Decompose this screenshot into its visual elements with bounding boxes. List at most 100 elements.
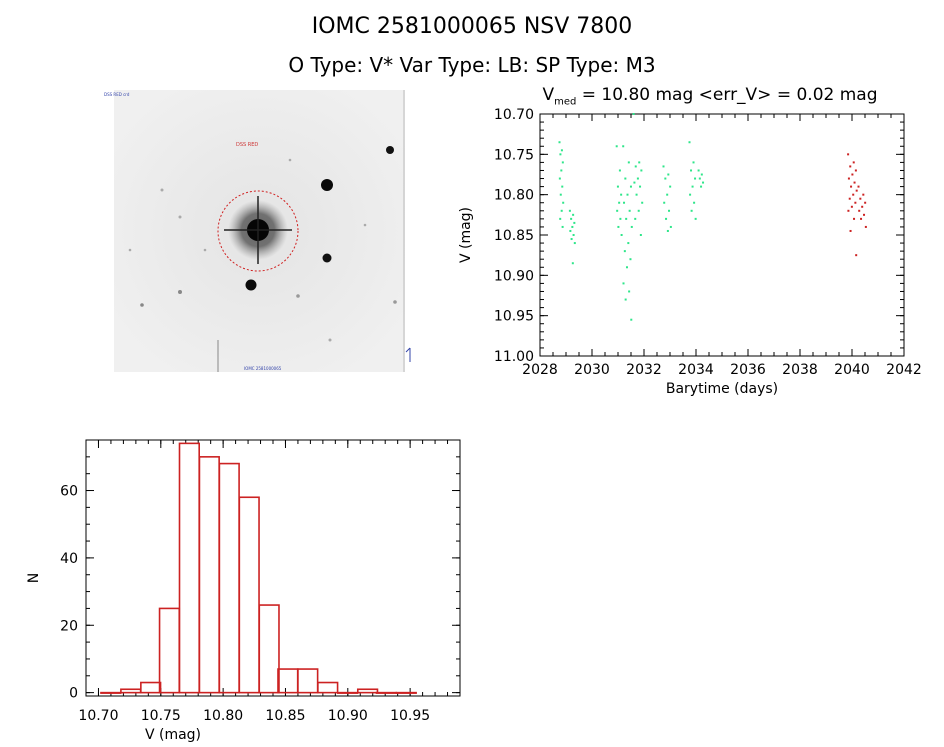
- field-star: [178, 290, 182, 294]
- data-point: [573, 242, 576, 245]
- data-point: [627, 242, 630, 245]
- data-point: [858, 209, 861, 212]
- data-point: [572, 213, 575, 216]
- data-point: [628, 209, 631, 212]
- data-point: [629, 185, 632, 188]
- data-point: [571, 225, 574, 228]
- data-point: [693, 201, 696, 204]
- x-tick-label: 2030: [574, 362, 610, 378]
- data-point: [849, 165, 852, 168]
- data-point: [692, 161, 695, 164]
- plot-frame: [539, 113, 905, 357]
- data-point: [663, 201, 666, 204]
- data-point: [689, 193, 692, 196]
- x-tick-label: 2032: [626, 362, 662, 378]
- y-tick-label: 60: [60, 484, 78, 500]
- data-point: [623, 250, 626, 253]
- data-point: [558, 141, 561, 144]
- data-point: [561, 185, 564, 188]
- aperture-circle: [217, 190, 299, 272]
- y-tick-label: 10.95: [494, 309, 534, 325]
- y-tick-label: 10.85: [494, 228, 534, 244]
- data-point: [694, 217, 697, 220]
- histogram-bar: [317, 681, 339, 694]
- data-point: [847, 177, 850, 180]
- data-point: [625, 217, 628, 220]
- data-point: [569, 229, 572, 232]
- data-point: [847, 209, 850, 212]
- y-tick-label: 10.90: [494, 268, 534, 284]
- data-point: [700, 173, 703, 176]
- field-star: [328, 338, 332, 342]
- histogram-bar: [140, 681, 162, 694]
- histogram-bar: [120, 688, 142, 694]
- histogram-bar: [297, 668, 319, 694]
- data-point: [861, 205, 864, 208]
- data-point: [853, 217, 856, 220]
- data-point: [624, 177, 627, 180]
- data-point: [669, 225, 672, 228]
- field-star: [288, 158, 292, 162]
- histogram-bar: [238, 496, 260, 694]
- data-point: [669, 185, 672, 188]
- x-tick-label: 10.70: [78, 708, 118, 724]
- data-point: [666, 193, 669, 196]
- data-point: [854, 169, 857, 172]
- x-axis-label: V (mag): [145, 727, 201, 743]
- data-point: [851, 173, 854, 176]
- data-point: [561, 161, 564, 164]
- data-point: [850, 205, 853, 208]
- data-point: [639, 185, 642, 188]
- data-point: [626, 193, 629, 196]
- image-compass: [405, 347, 411, 353]
- data-point: [850, 185, 853, 188]
- data-point: [700, 185, 703, 188]
- y-tick-label: 11.00: [494, 349, 534, 365]
- x-tick-label: 10.90: [328, 708, 368, 724]
- data-point: [860, 217, 863, 220]
- data-point: [617, 225, 620, 228]
- field-star: [296, 294, 300, 298]
- data-point: [622, 145, 625, 148]
- histogram-bar: [258, 604, 280, 694]
- y-tick-label: 0: [69, 686, 78, 702]
- data-point: [559, 153, 562, 156]
- data-point: [641, 201, 644, 204]
- data-point: [623, 201, 626, 204]
- y-axis-label: V (mag): [458, 207, 474, 263]
- data-point: [615, 145, 618, 148]
- x-tick-label: 2038: [782, 362, 818, 378]
- data-point: [698, 177, 701, 180]
- histogram-bar: [356, 688, 379, 694]
- data-point: [619, 217, 622, 220]
- data-point: [568, 209, 571, 212]
- field-star: [245, 279, 257, 291]
- data-point: [570, 238, 573, 241]
- data-point: [561, 225, 564, 228]
- data-point: [624, 298, 627, 301]
- data-point: [662, 165, 665, 168]
- data-point: [622, 282, 625, 285]
- data-point: [628, 290, 631, 293]
- data-point: [634, 165, 637, 168]
- data-point: [618, 169, 621, 172]
- image-top-label: DSS RED: [236, 142, 258, 148]
- data-point: [667, 173, 670, 176]
- data-point: [632, 113, 635, 115]
- image-corner-label: DSS RED crd: [104, 92, 130, 97]
- histogram-bar: [218, 462, 240, 694]
- data-point: [637, 209, 640, 212]
- data-point: [702, 181, 705, 184]
- histogram-bar: [100, 691, 122, 694]
- star-id-title: IOMC 2581000065 NSV 7800: [311, 14, 633, 39]
- y-axis-label: N: [26, 573, 42, 583]
- x-tick-label: 2034: [678, 362, 714, 378]
- data-point: [560, 149, 563, 152]
- x-tick-label: 10.85: [265, 708, 305, 724]
- light-curve-chart: 2028 2030 2032 2034 2036 2038 2040 2042 10.70 10.…: [458, 107, 922, 397]
- data-point: [625, 266, 628, 269]
- field-star: [203, 248, 207, 252]
- data-point: [560, 169, 563, 172]
- field-star: [140, 303, 144, 307]
